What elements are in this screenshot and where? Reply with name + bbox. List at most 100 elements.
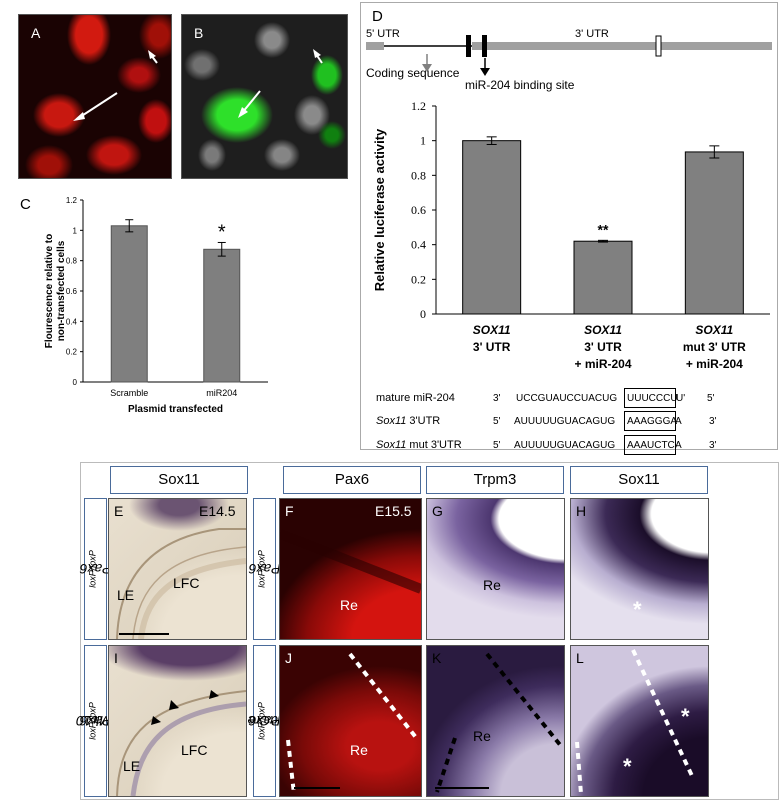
seq-left: 5' xyxy=(493,440,501,451)
panel-label: B xyxy=(194,25,204,41)
panel-label: D xyxy=(372,8,383,25)
panel-b-image: B xyxy=(181,14,348,179)
y-tick-label: 0 xyxy=(420,307,426,321)
seq-highlight-box xyxy=(624,388,676,408)
y-tick-label: 0.6 xyxy=(411,203,426,217)
y-tick-label: 0.4 xyxy=(66,317,78,326)
panel-label: I xyxy=(114,650,118,666)
panel-label: E xyxy=(114,503,124,519)
panel-label: H xyxy=(576,503,587,519)
dashed-boundary xyxy=(286,739,296,795)
panel-i-image: I LE LFC xyxy=(108,645,247,797)
arrowhead-icon xyxy=(169,700,179,710)
binding-site-label: miR-204 binding site xyxy=(465,78,575,92)
panel-label: L xyxy=(576,650,584,666)
x-tick-label: SOX11 xyxy=(473,323,511,337)
dashed-boundary xyxy=(485,652,563,748)
y-tick-label: 1 xyxy=(420,134,426,148)
tissue-label-re: Re xyxy=(483,577,501,593)
chart-c: 0 0.2 0.4 0.6 0.8 1 1.2 Scramble * miR204 Plasmid … xyxy=(44,196,268,415)
panel-a-image: A xyxy=(18,14,172,179)
x-tick-label: mut 3' UTR xyxy=(683,340,746,354)
y-tick-label: 0.2 xyxy=(66,348,78,357)
x-tick-label: 3' UTR xyxy=(584,340,622,354)
dashed-boundary xyxy=(631,649,695,779)
tissue-label-re: Re xyxy=(473,728,491,744)
asterisk-marker: * xyxy=(633,597,642,622)
y-tick-label: 0.8 xyxy=(66,257,78,266)
panel-label: J xyxy=(285,650,292,666)
arrow-down-icon xyxy=(480,68,490,76)
tissue-label-le: LE xyxy=(117,587,135,603)
y-tick-label: 0.8 xyxy=(411,168,426,182)
panel-e-image: E E14.5 LE LFC xyxy=(108,498,247,640)
seq-box: AAAUCTC xyxy=(627,440,675,451)
x-tick-label: + miR-204 xyxy=(686,357,743,371)
gene-diagram xyxy=(366,35,772,76)
arrow-icon xyxy=(238,49,323,118)
tissue-outline xyxy=(286,652,420,795)
utr5-bar xyxy=(366,42,384,50)
tissue-label-lfc: LFC xyxy=(173,575,200,591)
column-header: Trpm3 xyxy=(426,466,564,494)
bar xyxy=(203,248,241,383)
arrow-down-icon xyxy=(422,64,432,72)
x-tick-label: SOX11 xyxy=(584,323,622,337)
arrowhead-icon xyxy=(151,716,161,725)
seq-b: U' xyxy=(676,393,686,404)
significance-marker: * xyxy=(218,221,226,243)
y-tick-label: 0.4 xyxy=(411,238,426,252)
panel-label: C xyxy=(20,196,31,213)
tissue-label-lfc: LFC xyxy=(181,742,208,758)
utr3-label: 3' UTR xyxy=(575,28,609,40)
column-header: Sox11 xyxy=(110,466,248,494)
seq-highlight-box xyxy=(624,411,676,431)
asterisk-marker: * xyxy=(623,754,632,779)
bar xyxy=(684,151,744,315)
seq-box: AAAGGGA xyxy=(627,416,678,427)
y-axis-label: Flourescence relative to xyxy=(44,234,55,349)
panel-h-image: H * xyxy=(570,498,709,640)
panel-label: K xyxy=(432,650,442,666)
panel-label: G xyxy=(432,503,443,519)
x-tick-label: + miR-204 xyxy=(574,357,631,371)
binding-site-mark xyxy=(466,35,471,57)
dashed-boundary xyxy=(348,652,420,742)
tissue-outline xyxy=(575,649,695,795)
chart-d: 0 0.2 0.4 0.6 0.8 1 1.2 SOX11 3' UTR ** SOX11 3' UT… xyxy=(372,99,770,371)
dashed-boundary xyxy=(575,741,583,795)
column-header: Sox11 xyxy=(570,466,708,494)
seq-b: A xyxy=(675,440,682,451)
tissue-outline xyxy=(116,528,246,639)
dashed-boundary xyxy=(435,737,457,793)
genotype-label: Pax6 loxP/loxP ;αCre xyxy=(247,645,282,797)
age-label: E15.5 xyxy=(375,503,412,519)
panel-j-image: J Re xyxy=(279,645,422,797)
tissue-label-re: Re xyxy=(350,742,368,758)
seq-name: Sox11 3'UTR xyxy=(376,415,441,427)
seq-right: 5' xyxy=(707,393,715,404)
y-axis-label: non-transfected cells xyxy=(56,240,67,341)
panel-l-image: L * * xyxy=(570,645,709,797)
y-axis-label: Relative luciferase activity xyxy=(372,128,387,291)
coding-sequence-label: Coding sequence xyxy=(366,66,460,80)
tissue-label-re: Re xyxy=(340,597,358,613)
column-header: Pax6 xyxy=(283,466,421,494)
x-tick-label: SOX11 xyxy=(695,323,733,337)
asterisk-marker: * xyxy=(681,704,690,729)
genotype-label: Pax6 loxP/loxP ;Mlr10 xyxy=(76,645,115,797)
polya-mark xyxy=(655,35,662,57)
utr3-bar xyxy=(472,42,772,50)
tissue-outline xyxy=(280,529,421,594)
panel-label: F xyxy=(285,503,294,519)
panel-f-image: F E15.5 Re xyxy=(279,498,422,640)
seq-right: 3' xyxy=(709,440,717,451)
arrowhead-icon xyxy=(209,690,219,699)
panel-label: A xyxy=(31,25,41,41)
seq-left: 3' xyxy=(493,393,501,404)
seq-a: AUUUUUGUACAGUG xyxy=(514,440,616,451)
seq-highlight-box xyxy=(624,435,676,455)
x-tick-label: Scramble xyxy=(110,388,148,398)
binding-site-mark xyxy=(482,35,487,57)
significance-marker: ** xyxy=(598,221,609,237)
